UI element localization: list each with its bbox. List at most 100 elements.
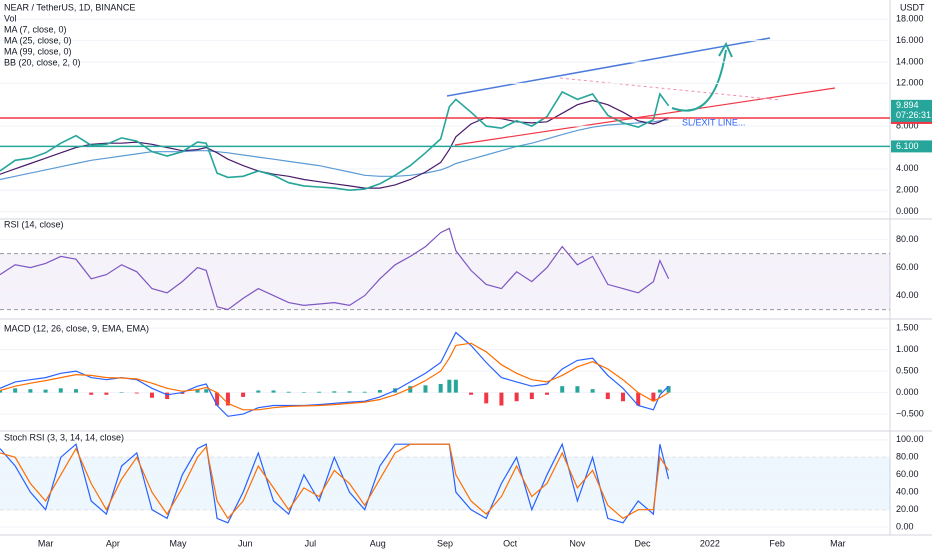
- histogram-bar: [636, 392, 641, 406]
- indicator-label: MA (25, close, 0): [4, 35, 72, 45]
- y-tick-label: 0.000: [896, 206, 919, 216]
- x-tick-label: Mar: [38, 538, 54, 548]
- histogram-bar: [134, 392, 139, 394]
- series-line: [0, 443, 670, 520]
- indicator-label: MA (99, close, 0): [4, 46, 72, 56]
- band-fill: [0, 253, 890, 310]
- y-tick-label: 12.000: [896, 78, 924, 88]
- x-tick-label: Dec: [635, 538, 652, 548]
- pane-title: Stoch RSI (3, 3, 14, 14, close): [4, 432, 124, 442]
- histogram-bar: [605, 392, 610, 400]
- histogram-bar: [58, 388, 63, 393]
- y-tick-label: 18.000: [896, 14, 924, 24]
- histogram-bar: [165, 392, 170, 400]
- band-fill: [0, 457, 890, 510]
- y-tick-label: 0.00: [896, 522, 914, 532]
- arrow-head: [718, 41, 733, 58]
- x-tick-label: Jun: [238, 538, 253, 548]
- histogram-bar: [256, 390, 261, 393]
- projection-arrow: [671, 49, 727, 112]
- x-tick-label: Feb: [769, 538, 785, 548]
- last-price-label: 9.894: [896, 100, 919, 110]
- histogram-bar: [484, 392, 489, 404]
- x-tick-label: Mar: [830, 538, 846, 548]
- y-tick-label: 0.000: [896, 387, 919, 397]
- y-tick-label: 100.00: [896, 434, 924, 444]
- histogram-bar: [286, 391, 291, 393]
- countdown-label: 07:26:31: [896, 110, 931, 120]
- histogram-bar: [499, 392, 504, 406]
- currency-label: USDT: [900, 2, 925, 12]
- y-tick-label: 1.000: [896, 344, 919, 354]
- y-tick-label: −0.500: [896, 408, 924, 418]
- lower-trendline: [454, 87, 836, 146]
- histogram-bar: [651, 392, 656, 402]
- y-tick-label: 40.00: [896, 290, 919, 300]
- series-line: [0, 442, 670, 524]
- y-tick-label: 60.00: [896, 262, 919, 272]
- series-line: [0, 90, 670, 192]
- histogram-bar: [621, 392, 625, 402]
- histogram-bar: [447, 379, 452, 393]
- y-tick-label: 80.00: [896, 234, 919, 244]
- y-tick-label: 8.000: [896, 120, 919, 130]
- histogram-bar: [89, 392, 94, 395]
- y-tick-label: 20.00: [896, 504, 919, 514]
- histogram-bar: [347, 391, 352, 393]
- y-tick-label: 1.500: [896, 323, 919, 333]
- upper-trendline: [446, 37, 771, 97]
- y-tick-label: 0.500: [896, 366, 919, 376]
- histogram-bar: [43, 389, 48, 393]
- y-tick-label: 60.00: [896, 469, 919, 479]
- histogram-bar: [453, 379, 458, 393]
- histogram-bar: [28, 389, 33, 393]
- histogram-bar: [241, 392, 246, 397]
- histogram-bar: [332, 391, 337, 393]
- indicator-label: BB (20, close, 2, 0): [4, 57, 81, 67]
- x-tick-label: Apr: [106, 538, 120, 548]
- x-tick-label: Nov: [569, 538, 586, 548]
- histogram-bar: [438, 384, 443, 393]
- y-tick-label: 40.00: [896, 487, 919, 497]
- last-price-tag: [891, 99, 932, 122]
- x-tick-label: Oct: [503, 538, 518, 548]
- histogram-bar: [149, 392, 154, 398]
- histogram-bar: [215, 392, 220, 406]
- indicator-label: MA (7, close, 0): [4, 24, 67, 34]
- x-tick-label: Aug: [370, 538, 386, 548]
- histogram-bar: [666, 386, 671, 393]
- histogram-bar: [514, 392, 519, 402]
- x-tick-label: 2022: [700, 538, 720, 548]
- y-tick-label: 4.000: [896, 163, 919, 173]
- level-tag: [891, 140, 932, 153]
- histogram-bar: [119, 392, 124, 393]
- y-tick-label: 14.000: [896, 56, 924, 66]
- histogram-bar: [657, 389, 662, 393]
- histogram-bar: [377, 390, 382, 393]
- x-tick-label: Sep: [437, 538, 453, 548]
- series-line: [0, 227, 670, 311]
- series-line: [0, 99, 669, 189]
- series-line: [0, 342, 669, 411]
- histogram-bar: [423, 385, 428, 393]
- histogram-bar: [225, 392, 230, 406]
- histogram-bar: [180, 392, 185, 394]
- indicator-label: Vol: [4, 13, 17, 23]
- pane-title: MACD (12, 26, close, 9, EMA, EMA): [4, 323, 149, 333]
- histogram-bar: [104, 392, 109, 395]
- x-tick-label: May: [169, 538, 187, 548]
- histogram-bar: [408, 386, 413, 393]
- annotation: SL/EXIT LINE...: [682, 117, 745, 127]
- histogram-bar: [317, 391, 322, 393]
- symbol-title: NEAR / TetherUS, 1D, BINANCE: [4, 2, 135, 12]
- histogram-bar: [271, 390, 276, 393]
- y-tick-label: 80.00: [896, 452, 919, 462]
- histogram-bar: [560, 386, 565, 393]
- histogram-bar: [195, 389, 200, 393]
- y-tick-label: 16.000: [896, 35, 924, 45]
- pane-title: RSI (14, close): [4, 219, 64, 229]
- histogram-bar: [0, 390, 2, 393]
- histogram-bar: [301, 392, 306, 393]
